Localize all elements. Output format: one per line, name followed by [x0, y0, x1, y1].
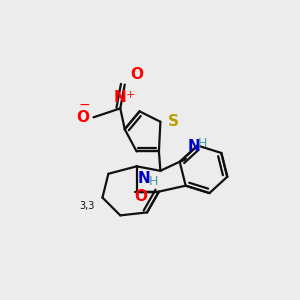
Text: N: N: [138, 171, 151, 186]
Text: H: H: [148, 175, 158, 188]
Text: O: O: [131, 67, 144, 82]
Text: −: −: [79, 98, 91, 112]
Text: O: O: [76, 110, 89, 125]
Text: H: H: [198, 137, 207, 150]
Text: +: +: [126, 90, 136, 100]
Text: S: S: [168, 114, 179, 129]
Text: O: O: [135, 189, 148, 204]
Text: 3,3: 3,3: [80, 200, 95, 211]
Text: N: N: [187, 139, 200, 154]
Text: N: N: [114, 90, 127, 105]
